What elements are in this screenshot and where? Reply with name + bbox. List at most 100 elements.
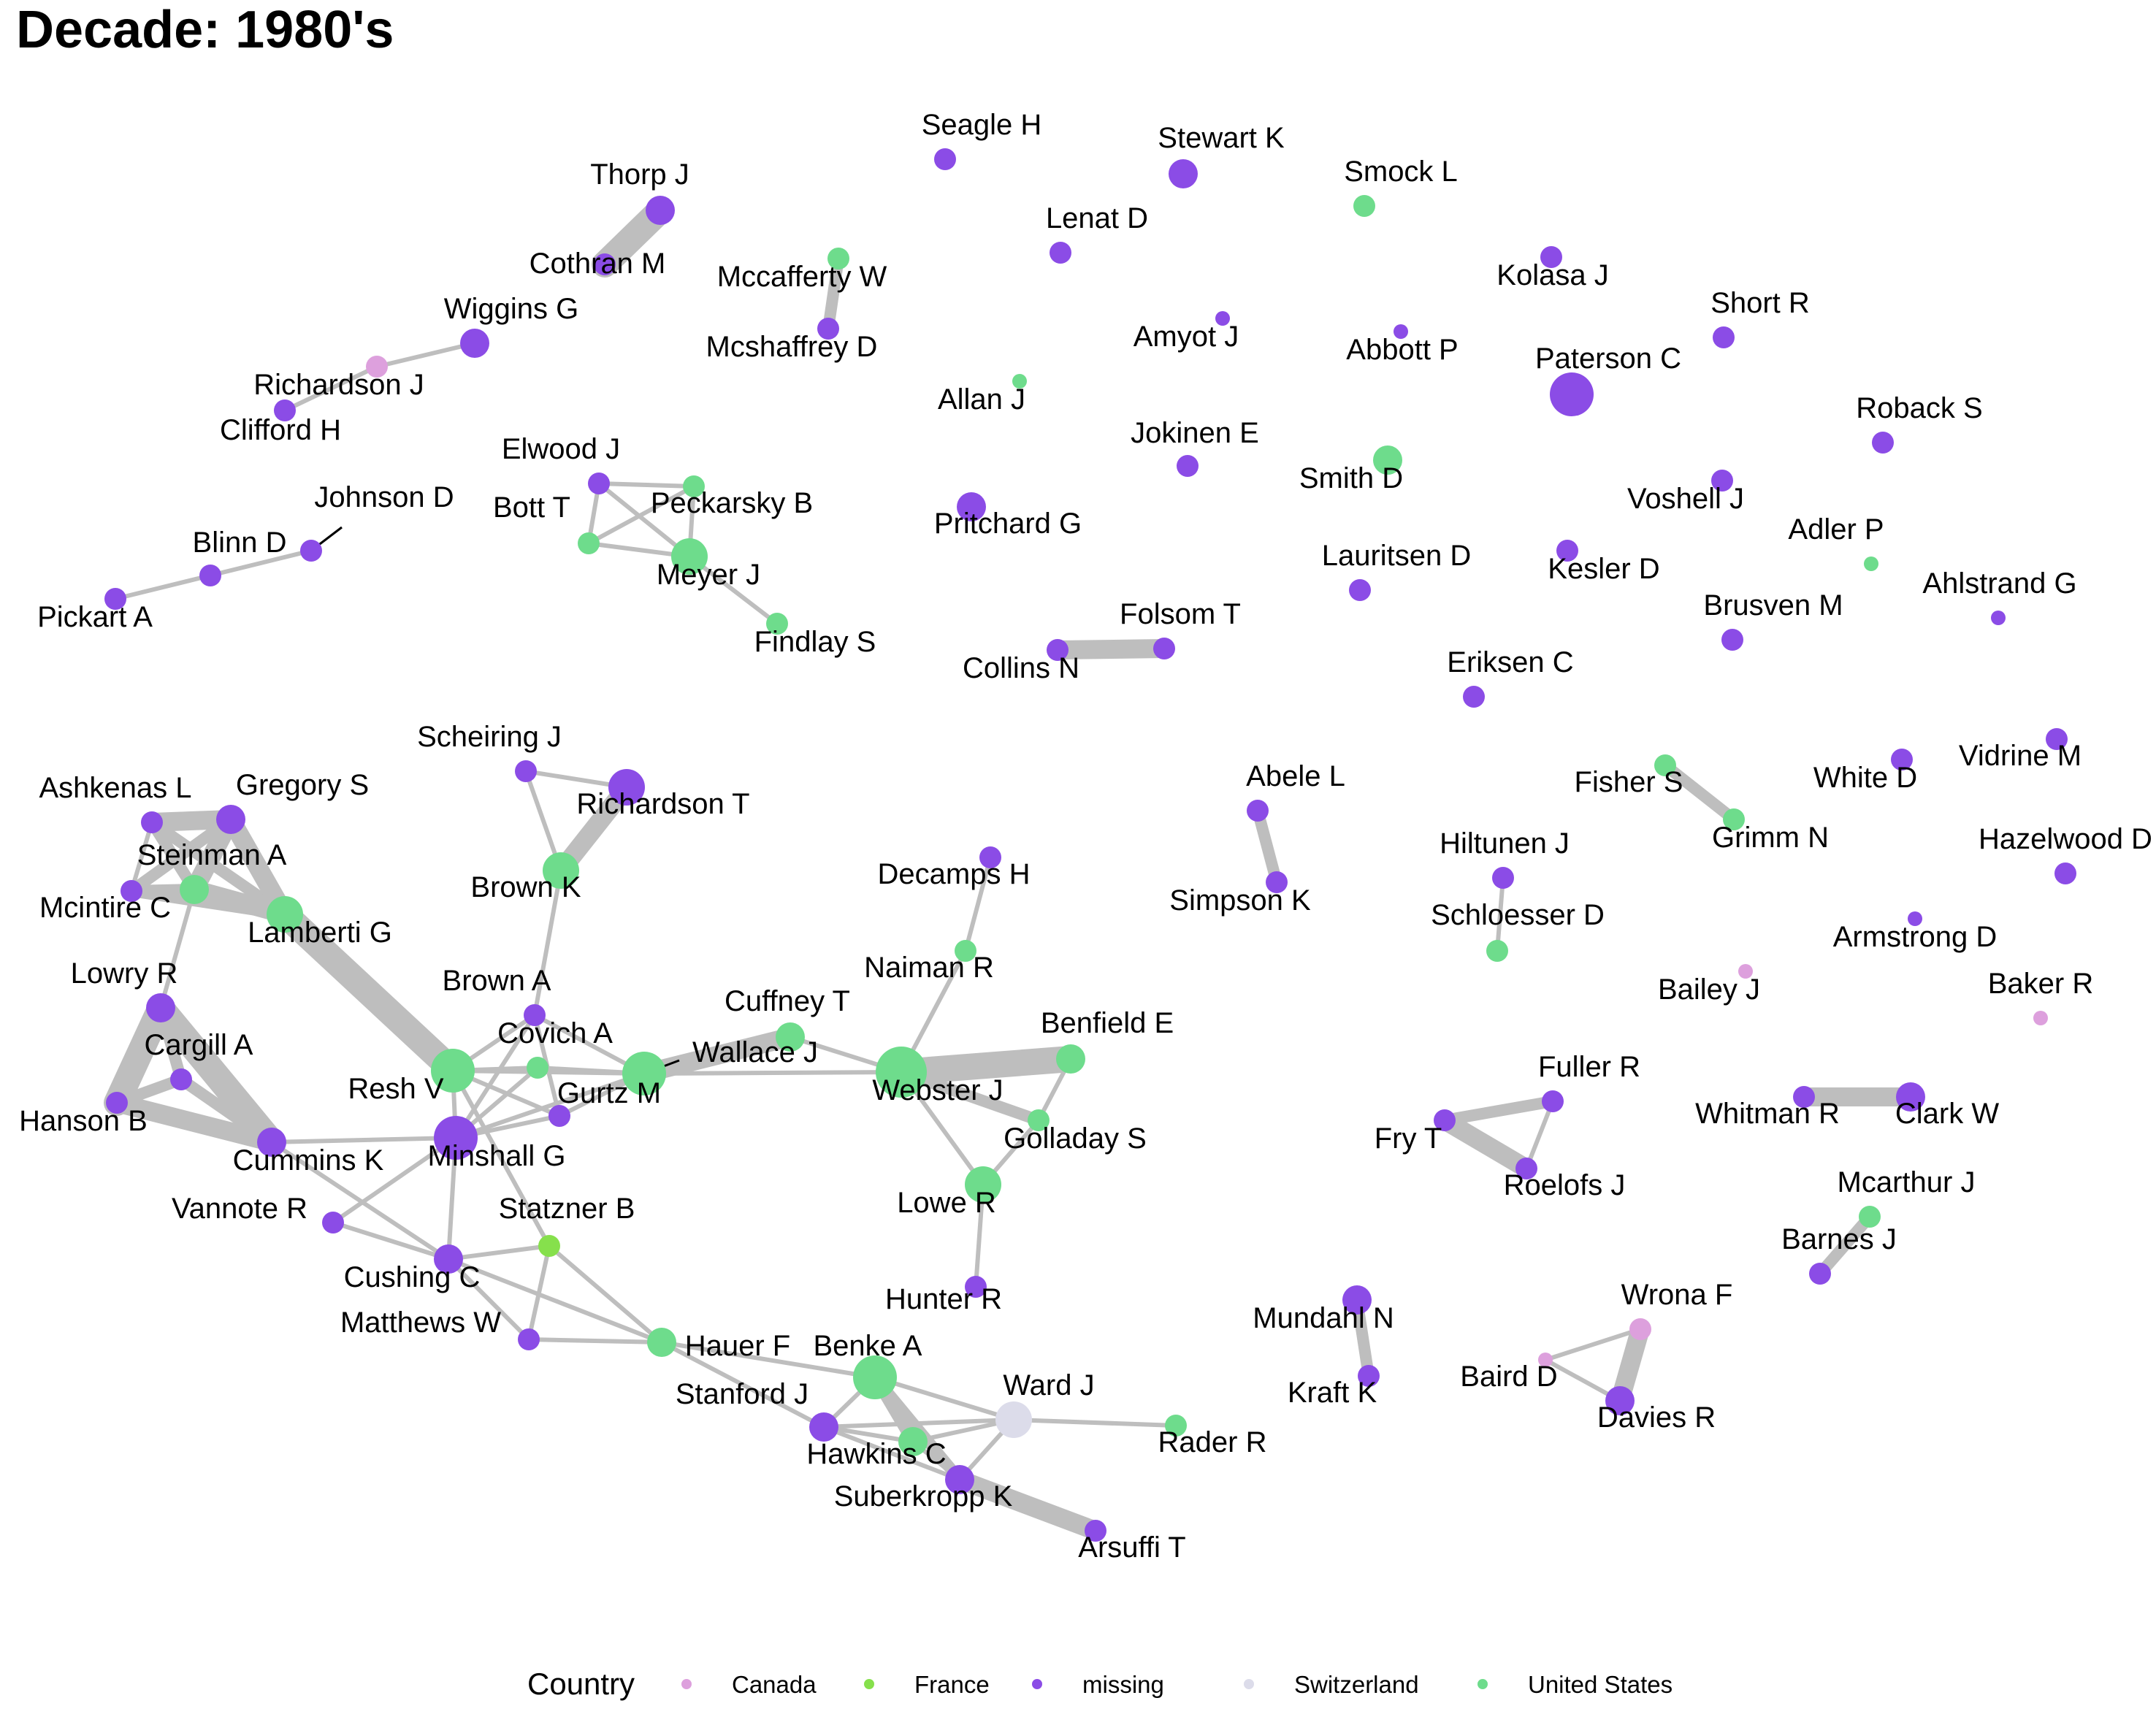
- node-label: Vannote R: [172, 1193, 307, 1225]
- node-label: Stanford J: [676, 1378, 808, 1410]
- node: [1723, 808, 1745, 830]
- node-label: Cuffney T: [725, 985, 850, 1017]
- node: [965, 1276, 987, 1298]
- legend-title: Country: [527, 1667, 635, 1701]
- node-label: Richardson T: [576, 788, 749, 820]
- legend-label: missing: [1082, 1671, 1164, 1698]
- node: [548, 1105, 570, 1127]
- node: [146, 993, 175, 1022]
- edge: [586, 484, 696, 546]
- node-label: Baird D: [1460, 1361, 1557, 1393]
- node: [460, 329, 489, 358]
- edge: [148, 995, 285, 1155]
- node-label: Bott T: [493, 492, 570, 524]
- node: [2033, 1011, 2048, 1025]
- edge: [208, 548, 313, 578]
- node: [1809, 1263, 1831, 1285]
- node: [853, 1355, 897, 1399]
- edge: [331, 1136, 458, 1225]
- node: [1012, 374, 1027, 389]
- node: [524, 1004, 546, 1026]
- edge: [446, 1257, 531, 1342]
- node: [538, 1235, 560, 1257]
- node-label: Benfield E: [1041, 1007, 1174, 1039]
- node: [683, 475, 705, 497]
- node-label: Mcintire C: [39, 892, 171, 924]
- node-label: Lamberti G: [248, 917, 392, 949]
- node: [1515, 1158, 1537, 1179]
- edge: [451, 1068, 646, 1076]
- edge: [1012, 1418, 1178, 1428]
- edge: [1543, 1327, 1643, 1362]
- label-layer: Thorp J Cothran M Wiggins G Richardson J Cli…: [19, 109, 2152, 1564]
- edge: [597, 481, 696, 489]
- node: [1215, 311, 1230, 326]
- node-label: Cummins K: [233, 1144, 384, 1177]
- node-label: Bailey J: [1658, 974, 1760, 1006]
- node-label: Hunter R: [885, 1283, 1002, 1315]
- node: [608, 769, 645, 806]
- node-label: Fry T: [1375, 1122, 1442, 1155]
- edge: [660, 1340, 826, 1429]
- node: [543, 852, 579, 889]
- edge: [1435, 1111, 1536, 1178]
- node-label: Baker R: [1988, 968, 2094, 1000]
- node: [827, 248, 849, 269]
- node-label: Wallace J: [692, 1036, 818, 1068]
- legend-key: [864, 1679, 874, 1689]
- edge: [822, 1425, 915, 1444]
- node: [527, 1057, 548, 1079]
- edge: [950, 1470, 1105, 1540]
- node-label: Grimm N: [1712, 822, 1829, 854]
- node-label: Covich A: [497, 1017, 613, 1049]
- node-label: Seagle H: [922, 109, 1042, 141]
- node-label: Pritchard G: [934, 508, 1082, 540]
- node: [366, 356, 388, 378]
- legend-item: Canada: [681, 1671, 817, 1698]
- node-label: Roelofs J: [1504, 1169, 1626, 1201]
- node: [1908, 911, 1922, 926]
- node: [1556, 540, 1578, 562]
- legend-label: United States: [1528, 1671, 1673, 1698]
- node: [955, 940, 976, 962]
- node: [646, 196, 675, 225]
- node: [1738, 964, 1753, 979]
- node-label: Ahlstrand G: [1922, 567, 2076, 600]
- edge: [597, 481, 692, 559]
- node: [876, 1047, 927, 1098]
- node-label: White D: [1813, 762, 1917, 794]
- edge: [126, 885, 291, 920]
- node: [1793, 1086, 1815, 1108]
- node-label: Meyer J: [657, 559, 760, 591]
- node: [1085, 1520, 1106, 1542]
- edge: [1439, 1095, 1559, 1126]
- edge: [660, 1340, 877, 1380]
- edge: [527, 1244, 551, 1342]
- node: [671, 538, 708, 575]
- node: [1463, 686, 1485, 708]
- legend-item: Switzerland: [1244, 1671, 1419, 1698]
- node-label: Collins N: [963, 652, 1079, 684]
- node: [274, 399, 296, 421]
- node: [995, 1401, 1032, 1438]
- node-label: Barnes J: [1781, 1223, 1897, 1255]
- edge: [104, 995, 174, 1116]
- node: [1165, 1415, 1187, 1437]
- edge: [446, 1257, 664, 1345]
- legend-key: [1032, 1679, 1042, 1689]
- node-label: Findlay S: [754, 626, 876, 658]
- node-label: Lauritsen D: [1322, 540, 1472, 572]
- node-label: Abele L: [1246, 760, 1345, 792]
- node-label: Blinn D: [193, 527, 287, 559]
- node: [2046, 728, 2068, 750]
- edge: [822, 253, 844, 334]
- edge: [454, 1071, 646, 1140]
- edge: [687, 554, 779, 626]
- node: [1542, 1090, 1564, 1112]
- node: [957, 492, 986, 521]
- node: [1550, 372, 1594, 416]
- node-label: Webster J: [872, 1074, 1003, 1106]
- edge: [270, 1140, 451, 1261]
- legend-item: France: [864, 1671, 990, 1698]
- node-label: Cothran M: [530, 248, 666, 280]
